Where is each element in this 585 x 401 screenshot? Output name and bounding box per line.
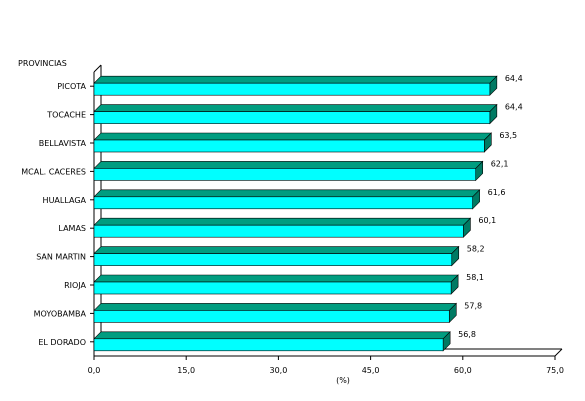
value-label: 57,8 (464, 301, 482, 310)
bar-front-face (93, 253, 453, 266)
value-label: 58,2 (467, 245, 485, 254)
category-label: TOCACHE (46, 111, 86, 120)
bar-front-face (93, 82, 491, 96)
value-label: 62,1 (491, 159, 509, 168)
category-label: EL DORADO (38, 338, 86, 347)
value-label: 63,5 (499, 131, 517, 140)
value-label: 64,4 (505, 74, 523, 83)
bar (93, 274, 459, 295)
value-label: 61,6 (488, 188, 506, 197)
bar-top-face (93, 189, 481, 198)
category-label: RIOJA (64, 281, 86, 290)
category-label: MOYOBAMBA (34, 309, 87, 318)
value-label: 60,1 (478, 216, 496, 225)
category-label: LAMAS (58, 224, 86, 233)
x-tick-label: 60,0 (454, 366, 472, 375)
bar-top-face (93, 217, 472, 226)
value-labels: 64,4 64,4 63,5 62,1 61,6 60,1 58,2 58,1 57,8 56,8 (458, 74, 523, 339)
bar-front-face (93, 196, 473, 210)
bar-top-face (93, 246, 460, 254)
bar (93, 331, 451, 352)
bars (93, 75, 498, 352)
category-label: SAN MARTIN (36, 253, 86, 262)
bar (93, 245, 460, 267)
x-tick-label: 75,0 (546, 366, 564, 375)
y-axis-title: PROVINCIAS (18, 59, 67, 68)
bar-front-face (93, 338, 444, 352)
x-tick-label: 15,0 (177, 366, 195, 375)
x-tick-label: 45,0 (362, 366, 380, 375)
category-label: BELLAVISTA (39, 139, 87, 148)
category-label: MCAL. CACERES (21, 167, 86, 176)
bar-front-face (93, 111, 491, 124)
bar-front-face (93, 281, 452, 295)
x-tick-label: 30,0 (269, 366, 287, 375)
bar-top-face (93, 161, 484, 169)
wall-top-edge (93, 64, 102, 73)
bar (93, 132, 493, 153)
bar (93, 160, 484, 182)
value-label: 56,8 (458, 330, 476, 339)
value-label: 58,1 (466, 273, 484, 282)
bar-top-face (93, 274, 459, 283)
bar (93, 75, 498, 96)
bar-top-face (93, 104, 498, 112)
floor-right-edge (554, 348, 563, 357)
bar-front-face (93, 139, 485, 153)
category-labels: PICOTA TOCACHE BELLAVISTA MCAL. CACERES HUAL… (21, 82, 94, 347)
bar-front-face (93, 224, 464, 238)
bar (93, 302, 458, 324)
x-tick-label: 0,0 (88, 366, 101, 375)
bar-top-face (93, 75, 498, 84)
value-label: 64,4 (505, 103, 523, 112)
bar (93, 103, 498, 125)
bar-front-face (93, 168, 477, 181)
bar-top-face (93, 303, 458, 311)
bar-front-face (93, 310, 450, 323)
category-label: PICOTA (57, 82, 86, 91)
category-label: HUALLAGA (43, 196, 87, 205)
bar-top-face (93, 132, 493, 141)
bar-top-face (93, 331, 451, 340)
x-ticks: 0,0 15,0 30,0 45,0 60,0 75,0 (88, 356, 564, 375)
bar (93, 189, 481, 210)
x-axis-title: (%) (336, 376, 350, 385)
bar (93, 217, 472, 238)
